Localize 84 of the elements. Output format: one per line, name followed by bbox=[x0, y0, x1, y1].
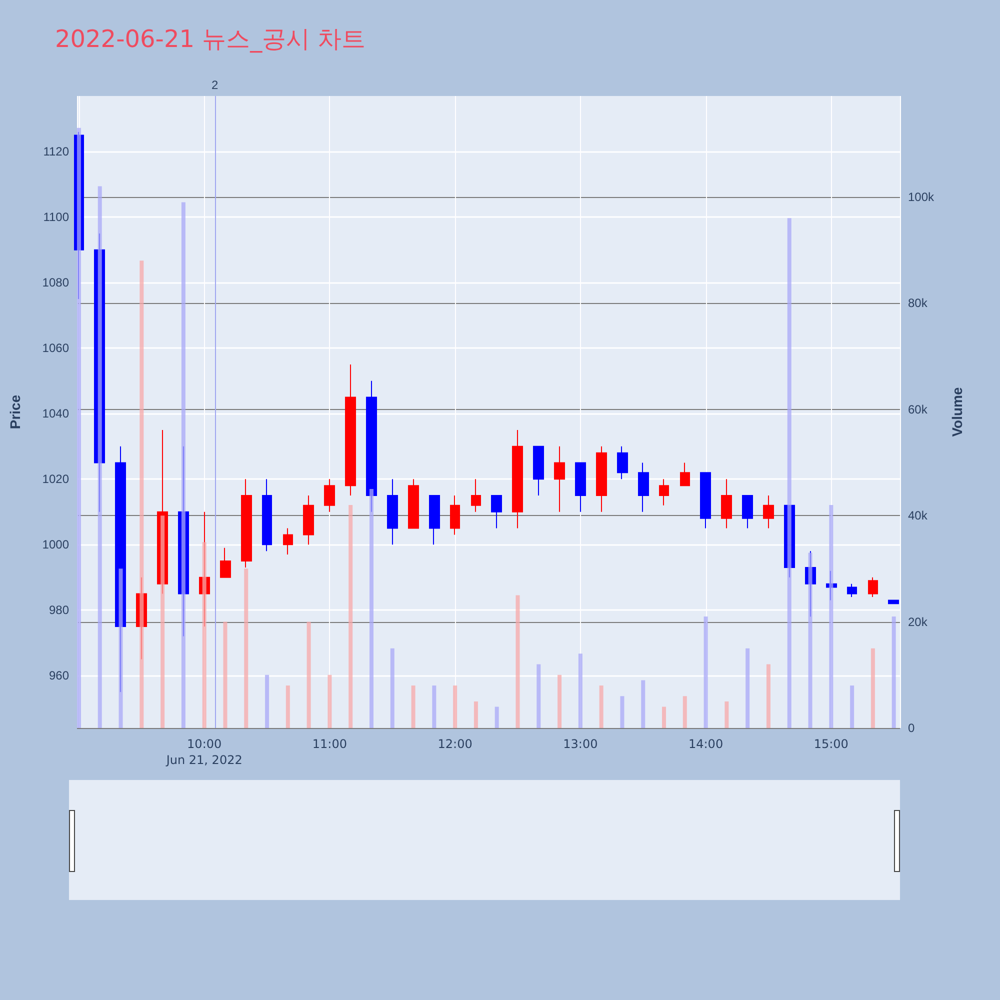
candlestick bbox=[700, 472, 711, 529]
candlestick bbox=[408, 478, 419, 529]
candlestick bbox=[596, 446, 607, 512]
candlestick bbox=[638, 462, 649, 512]
y-tick-label: 1100 bbox=[43, 210, 70, 224]
y-tick-label: 1020 bbox=[42, 472, 70, 486]
y-tick-label: 960 bbox=[48, 668, 70, 683]
candlestick bbox=[241, 478, 252, 568]
y-tick-label: 980 bbox=[48, 603, 70, 618]
y-axis-title: Price bbox=[7, 394, 23, 430]
bar bbox=[453, 686, 458, 728]
bar bbox=[432, 686, 436, 728]
y2-tick-label: 100k bbox=[908, 190, 936, 204]
bar bbox=[620, 696, 624, 728]
candlestick bbox=[742, 495, 753, 529]
bar bbox=[850, 686, 854, 728]
x-tick-label: 10:00 Jun 21, 2022 bbox=[165, 737, 242, 767]
candlestick bbox=[512, 430, 523, 529]
bar bbox=[265, 674, 270, 728]
bar bbox=[662, 706, 666, 728]
candlestick bbox=[387, 478, 398, 546]
x-tick-label: 15:00 bbox=[814, 737, 848, 751]
candlestick bbox=[659, 478, 669, 506]
x-tick-label: 13:00 bbox=[563, 737, 598, 751]
bar bbox=[641, 680, 646, 728]
bar bbox=[306, 622, 311, 728]
candlestick bbox=[429, 495, 440, 546]
bar bbox=[578, 654, 582, 728]
bar bbox=[118, 568, 123, 728]
y-tick-label: 1060 bbox=[42, 341, 70, 356]
bar bbox=[223, 622, 228, 728]
bar bbox=[704, 616, 708, 728]
candlestick bbox=[888, 600, 899, 604]
bar bbox=[516, 595, 520, 728]
bar bbox=[599, 686, 604, 728]
y-tick-label: 1000 bbox=[42, 538, 70, 552]
bar bbox=[558, 674, 562, 728]
candlestick bbox=[303, 495, 314, 546]
candlestick bbox=[617, 446, 628, 480]
bar bbox=[494, 706, 499, 728]
candlestick bbox=[575, 462, 586, 512]
candlestick bbox=[324, 478, 335, 512]
candlestick bbox=[554, 446, 565, 512]
bar bbox=[766, 664, 770, 728]
y2-axis-title: Volume bbox=[949, 387, 965, 437]
candlestick bbox=[283, 528, 293, 555]
candlestick bbox=[471, 478, 481, 512]
y2-tick-label: 60k bbox=[908, 402, 928, 416]
candlestick bbox=[450, 495, 460, 536]
bar bbox=[474, 701, 478, 728]
candlestick bbox=[220, 547, 231, 578]
bar bbox=[411, 686, 416, 728]
candlestick bbox=[721, 478, 732, 529]
y-tick-label: 1040 bbox=[42, 406, 70, 421]
ref-line-label: 2 bbox=[211, 78, 218, 92]
y2-tick-label: 80k bbox=[908, 296, 928, 310]
chart-title: 2022-06-21 뉴스_공시 차트 bbox=[55, 25, 366, 53]
candlestick bbox=[763, 495, 774, 529]
y2-tick-label: 40k bbox=[908, 508, 928, 523]
bar bbox=[682, 696, 687, 728]
bar bbox=[892, 616, 896, 728]
candlestick bbox=[262, 478, 272, 552]
candlestick bbox=[533, 446, 544, 496]
y-tick-label: 1120 bbox=[43, 144, 70, 159]
candlestick bbox=[680, 462, 690, 486]
bar bbox=[328, 674, 332, 728]
bar bbox=[536, 664, 541, 728]
candlestick bbox=[491, 495, 502, 529]
bar bbox=[390, 648, 394, 728]
bar bbox=[870, 648, 875, 728]
bar bbox=[244, 568, 248, 728]
candlestick bbox=[868, 576, 878, 598]
x-tick-label: 12:00 bbox=[438, 737, 472, 751]
bar bbox=[746, 648, 750, 728]
candlestick bbox=[345, 364, 356, 496]
bar bbox=[286, 686, 290, 728]
y-tick-label: 1080 bbox=[42, 276, 70, 290]
x-tick-label: 11:00 bbox=[312, 737, 348, 751]
candlestick bbox=[847, 583, 857, 598]
x-tick-label: 14:00 bbox=[688, 737, 724, 751]
bar bbox=[724, 701, 729, 728]
y2-tick-label: 0 bbox=[908, 721, 915, 735]
bar bbox=[348, 504, 353, 728]
y2-tick-label: 20k bbox=[908, 614, 928, 629]
